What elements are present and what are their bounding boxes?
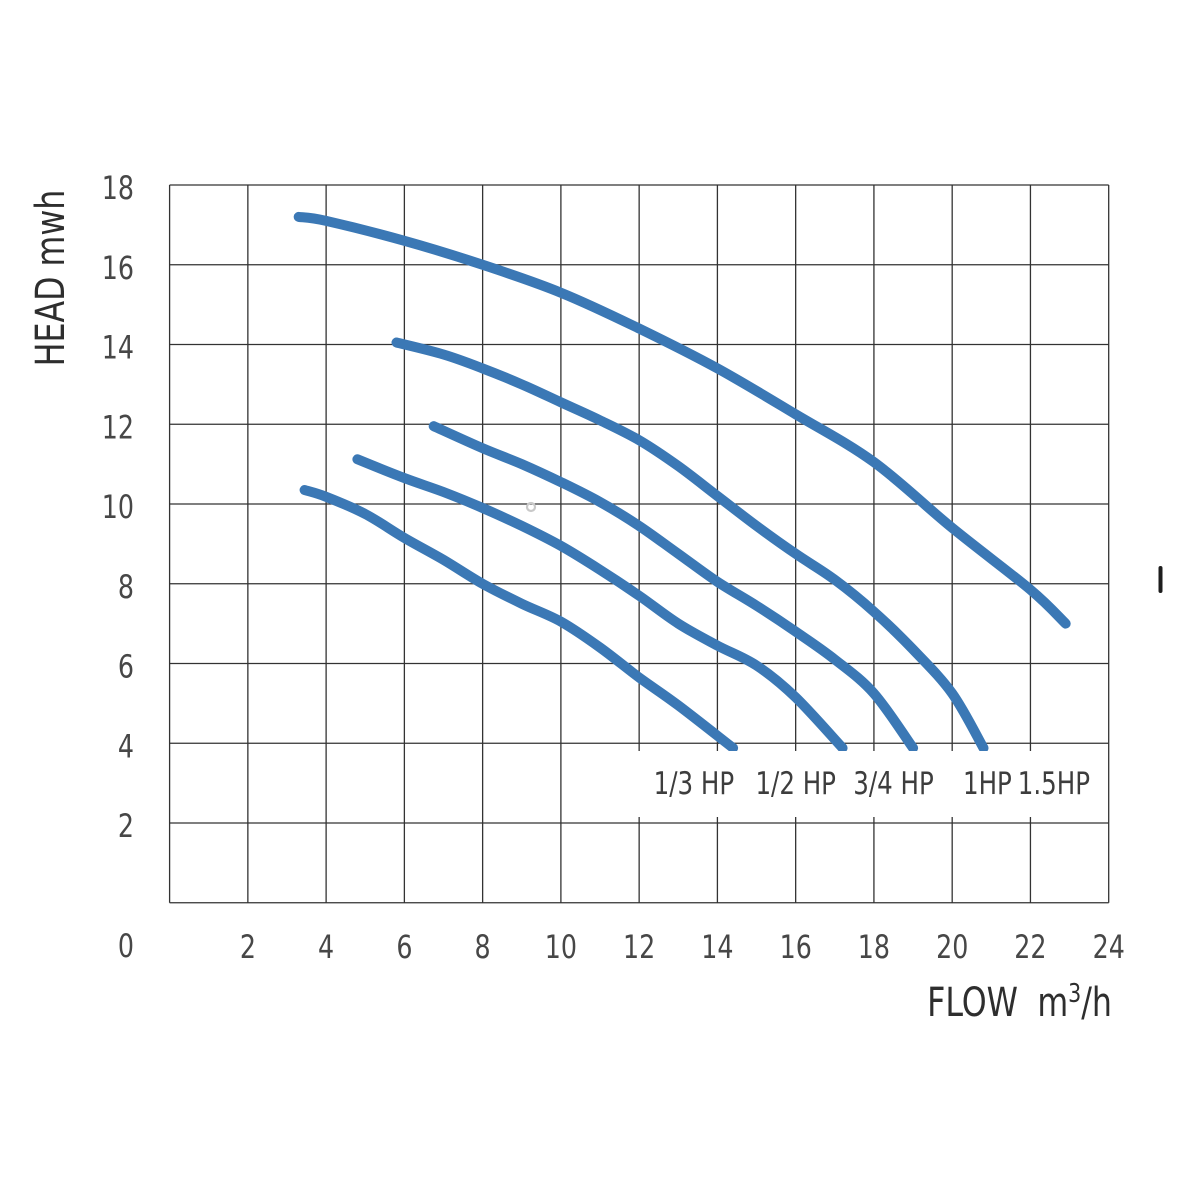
y-axis-ticks: 18 16 14 12 10 8 6 4 2 [102, 170, 134, 845]
x-tick-label: 20 [936, 929, 968, 966]
y-tick-label: 16 [102, 250, 134, 287]
x-tick-label: 10 [545, 929, 577, 966]
x-tick-label: 24 [1093, 929, 1125, 966]
curve-1hp [391, 337, 989, 753]
x-axis-title-word: FLOW [927, 979, 1018, 1026]
grid [168, 184, 1110, 904]
x-axis-unit-superscript: 3 [1068, 978, 1081, 1009]
x-axis-unit-base: m [1037, 979, 1068, 1026]
series-label-1-5hp: 1.5HP [1018, 765, 1090, 801]
y-tick-label: 18 [102, 170, 134, 207]
x-tick-label: 22 [1014, 929, 1046, 966]
y-tick-label: 14 [102, 330, 134, 367]
origin-tick-label: 0 [118, 928, 134, 965]
y-tick-label: 8 [118, 569, 134, 606]
curve-3-4-hp [428, 421, 919, 753]
y-axis-title: HEAD mwh [27, 190, 74, 367]
x-axis-unit-rest: /h [1081, 979, 1112, 1026]
curve-1-3-hp [299, 485, 739, 753]
hp-label-background [622, 751, 1106, 817]
y-tick-label: 12 [102, 410, 134, 447]
series-label-1-2-hp: 1/2 HP [755, 765, 836, 801]
x-tick-label: 16 [780, 929, 812, 966]
hp-labels: 1/3 HP 1/2 HP 3/4 HP 1HP 1.5HP [654, 765, 1090, 801]
curve-1-2-hp [352, 454, 848, 753]
x-tick-label: 4 [318, 929, 334, 966]
x-tick-label: 14 [701, 929, 733, 966]
series-label-3-4-hp: 3/4 HP [853, 765, 934, 801]
y-tick-label: 4 [118, 729, 134, 766]
x-axis-title: FLOW m3/h [927, 978, 1112, 1026]
x-tick-label: 8 [475, 929, 491, 966]
x-tick-label: 6 [396, 929, 412, 966]
x-axis-ticks: 2 4 6 8 10 12 14 16 18 20 22 24 [240, 929, 1125, 966]
series-label-1-3-hp: 1/3 HP [654, 765, 735, 801]
series-label-1hp: 1HP [963, 765, 1012, 801]
x-tick-label: 12 [623, 929, 655, 966]
x-tick-label: 2 [240, 929, 256, 966]
x-tick-label: 18 [858, 929, 890, 966]
curve-1-5hp [293, 211, 1071, 629]
y-tick-label: 2 [118, 808, 134, 845]
pump-curves [293, 211, 1071, 753]
y-tick-label: 10 [102, 489, 134, 526]
stray-dot [525, 501, 537, 513]
y-tick-label: 6 [118, 649, 134, 686]
stray-mark [1158, 566, 1163, 593]
